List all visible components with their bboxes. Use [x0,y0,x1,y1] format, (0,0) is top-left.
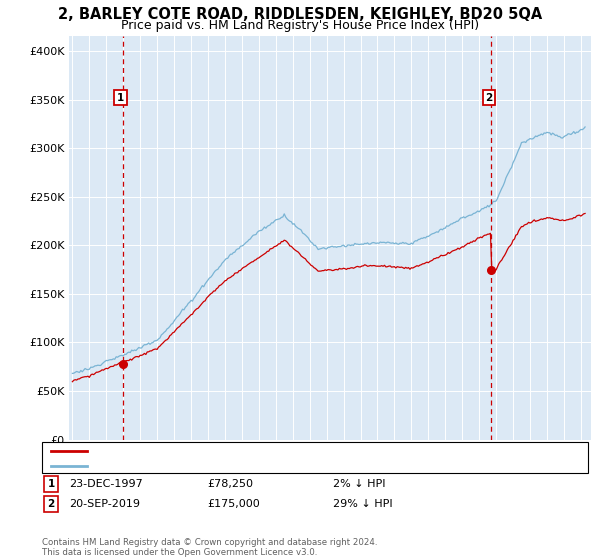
Text: 23-DEC-1997: 23-DEC-1997 [69,479,143,489]
Text: 2, BARLEY COTE ROAD, RIDDLESDEN, KEIGHLEY,  BD20 5QA (detached house): 2, BARLEY COTE ROAD, RIDDLESDEN, KEIGHLE… [93,446,484,456]
Text: HPI: Average price, detached house, Bradford: HPI: Average price, detached house, Brad… [93,460,321,470]
Text: 2% ↓ HPI: 2% ↓ HPI [333,479,386,489]
Text: £78,250: £78,250 [207,479,253,489]
Text: 29% ↓ HPI: 29% ↓ HPI [333,499,392,509]
Text: 2, BARLEY COTE ROAD, RIDDLESDEN, KEIGHLEY, BD20 5QA: 2, BARLEY COTE ROAD, RIDDLESDEN, KEIGHLE… [58,7,542,22]
Text: 2: 2 [485,92,493,102]
Text: 2: 2 [47,499,55,509]
Text: Price paid vs. HM Land Registry's House Price Index (HPI): Price paid vs. HM Land Registry's House … [121,19,479,32]
Text: Contains HM Land Registry data © Crown copyright and database right 2024.
This d: Contains HM Land Registry data © Crown c… [42,538,377,557]
Text: £175,000: £175,000 [207,499,260,509]
Text: 1: 1 [117,92,124,102]
Text: 20-SEP-2019: 20-SEP-2019 [69,499,140,509]
Text: 1: 1 [47,479,55,489]
